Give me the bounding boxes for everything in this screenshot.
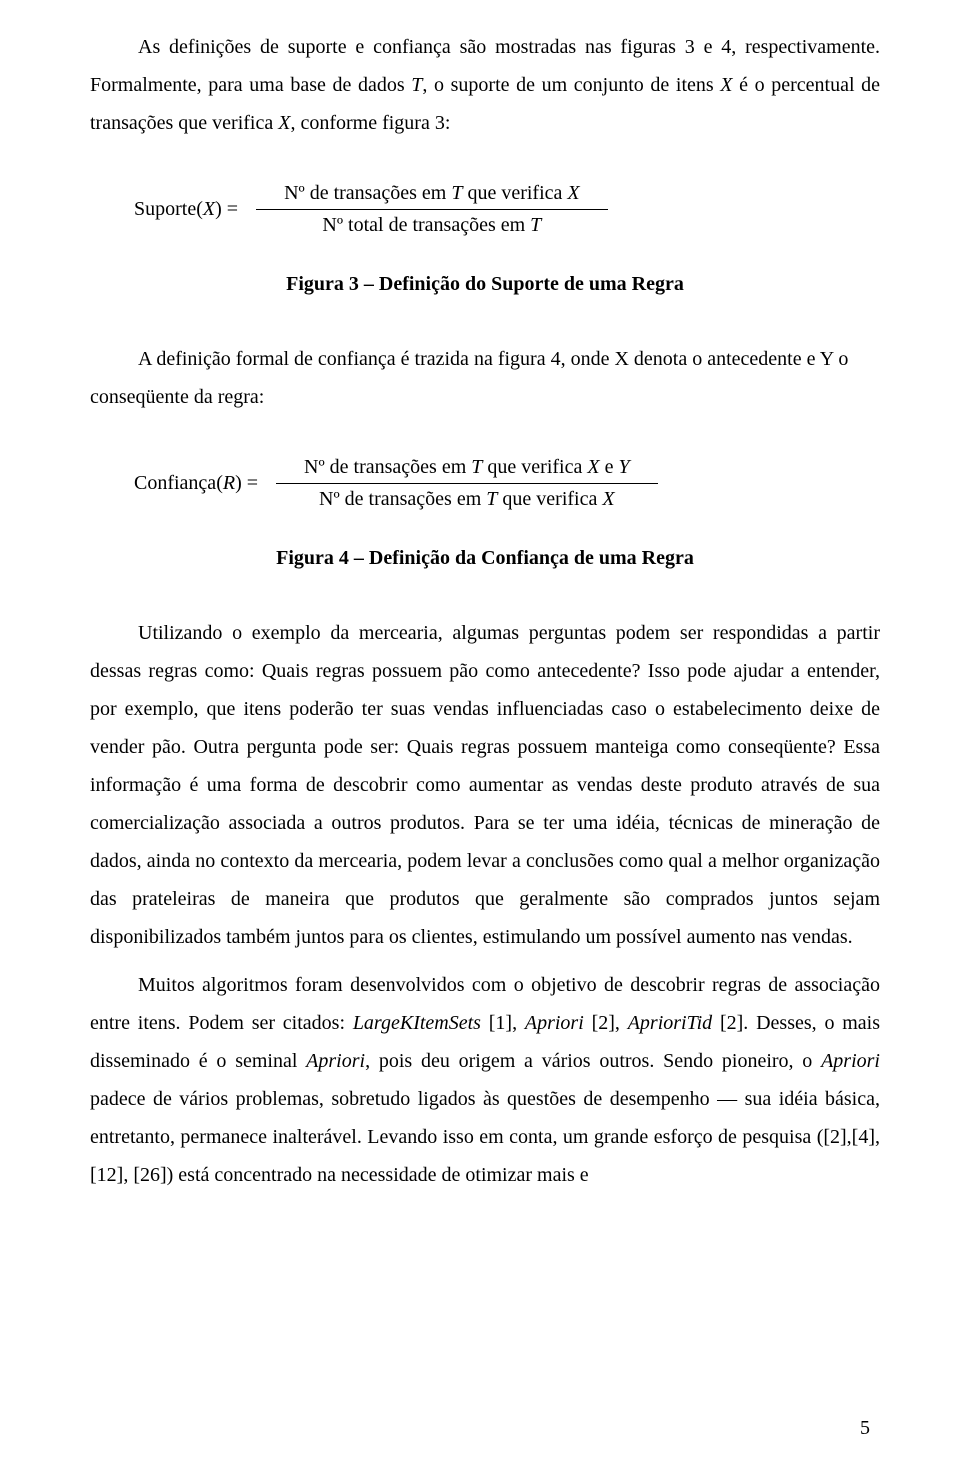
text: A definição formal de confiança é trazid… bbox=[90, 348, 848, 408]
text: Nº de transações em bbox=[319, 488, 486, 510]
paragraph-algoritmos: Muitos algoritmos foram desenvolvidos co… bbox=[90, 966, 880, 1194]
text: Nº de transações em bbox=[304, 456, 471, 478]
algo-aprioritid: AprioriTid bbox=[628, 1012, 712, 1034]
text: , pois deu origem a vários outros. Sendo… bbox=[365, 1050, 821, 1072]
denominator: Nº total de transações em T bbox=[256, 209, 608, 237]
var-T: T bbox=[471, 456, 482, 478]
text: Nº de transações em bbox=[284, 182, 451, 204]
var-X: X bbox=[278, 112, 290, 134]
var-T: T bbox=[451, 182, 462, 204]
text: ) = bbox=[235, 472, 258, 494]
denominator: Nº de transações em T que verifica X bbox=[276, 483, 658, 511]
text: que verifica bbox=[497, 488, 602, 510]
var-X: X bbox=[587, 456, 599, 478]
paragraph-exemplo: Utilizando o exemplo da mercearia, algum… bbox=[90, 614, 880, 956]
page-number: 5 bbox=[860, 1417, 870, 1440]
text: [1], bbox=[481, 1012, 525, 1034]
var-R: R bbox=[223, 472, 235, 494]
document-page: As definições de suporte e confiança são… bbox=[0, 0, 960, 1466]
var-X: X bbox=[602, 488, 614, 510]
text: ) = bbox=[215, 198, 238, 220]
numerator: Nº de transações em T que verifica X e Y bbox=[276, 456, 658, 483]
var-T: T bbox=[486, 488, 497, 510]
text: , o suporte de um conjunto de itens bbox=[422, 74, 720, 96]
text: padece de vários problemas, sobretudo li… bbox=[90, 1088, 880, 1186]
var-T: T bbox=[530, 214, 541, 236]
text: que verifica bbox=[462, 182, 567, 204]
algo-apriori: Apriori bbox=[525, 1012, 584, 1034]
text: , conforme figura 3: bbox=[290, 112, 450, 134]
paragraph-intro: As definições de suporte e confiança são… bbox=[90, 28, 880, 142]
text: [2], bbox=[584, 1012, 628, 1034]
var-X: X bbox=[567, 182, 579, 204]
text: Suporte( bbox=[134, 198, 203, 220]
text: e bbox=[600, 456, 619, 478]
formula-lhs: Confiança(R) = bbox=[134, 472, 258, 495]
algo-largekitemsets: LargeKItemSets bbox=[353, 1012, 481, 1034]
text: Confiança( bbox=[134, 472, 223, 494]
var-X: X bbox=[720, 74, 732, 96]
numerator: Nº de transações em T que verifica X bbox=[256, 182, 608, 209]
var-Y: Y bbox=[618, 456, 629, 478]
paragraph-confianca-intro: A definição formal de confiança é trazid… bbox=[90, 340, 880, 416]
figure3-caption: Figura 3 – Definição do Suporte de uma R… bbox=[90, 273, 880, 296]
var-T: T bbox=[411, 74, 422, 96]
formula-confianca: Confiança(R) = Nº de transações em T que… bbox=[90, 456, 880, 511]
formula-lhs: Suporte(X) = bbox=[134, 198, 238, 221]
formula-suporte: Suporte(X) = Nº de transações em T que v… bbox=[90, 182, 880, 237]
var-X: X bbox=[203, 198, 215, 220]
algo-apriori: Apriori bbox=[821, 1050, 880, 1072]
figure4-caption: Figura 4 – Definição da Confiança de uma… bbox=[90, 547, 880, 570]
fraction: Nº de transações em T que verifica X Nº … bbox=[256, 182, 608, 237]
text: Nº total de transações em bbox=[322, 214, 530, 236]
fraction: Nº de transações em T que verifica X e Y… bbox=[276, 456, 658, 511]
text: que verifica bbox=[482, 456, 587, 478]
algo-apriori: Apriori bbox=[306, 1050, 365, 1072]
